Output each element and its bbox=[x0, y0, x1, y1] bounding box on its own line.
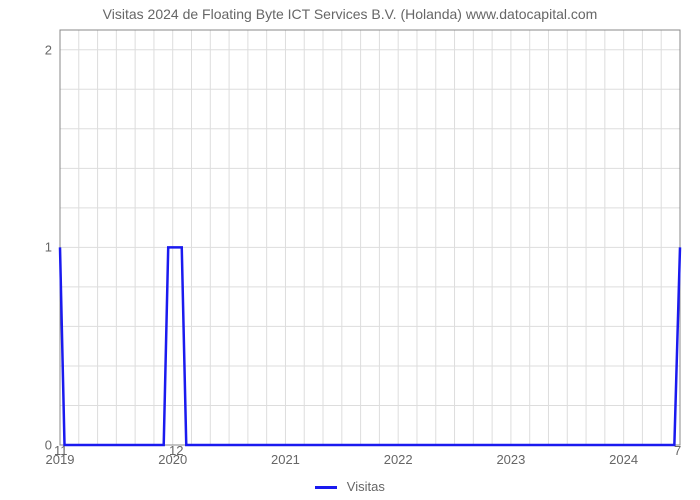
y-tick-label: 1 bbox=[12, 240, 52, 255]
chart-plot bbox=[60, 30, 680, 445]
y-tick-label: 2 bbox=[12, 42, 52, 57]
x-tick-label: 2023 bbox=[496, 452, 525, 467]
legend-swatch bbox=[315, 486, 337, 489]
y-tick-label: 0 bbox=[12, 438, 52, 453]
chart-title: Visitas 2024 de Floating Byte ICT Servic… bbox=[0, 6, 700, 22]
x-tick-label: 2022 bbox=[384, 452, 413, 467]
chart-annotation: 12 bbox=[169, 443, 183, 458]
chart-annotation: 7 bbox=[674, 443, 681, 458]
legend-label: Visitas bbox=[347, 479, 385, 494]
chart-annotation: 11 bbox=[54, 443, 68, 458]
x-tick-label: 2024 bbox=[609, 452, 638, 467]
chart-legend: Visitas bbox=[0, 479, 700, 494]
x-tick-label: 2021 bbox=[271, 452, 300, 467]
